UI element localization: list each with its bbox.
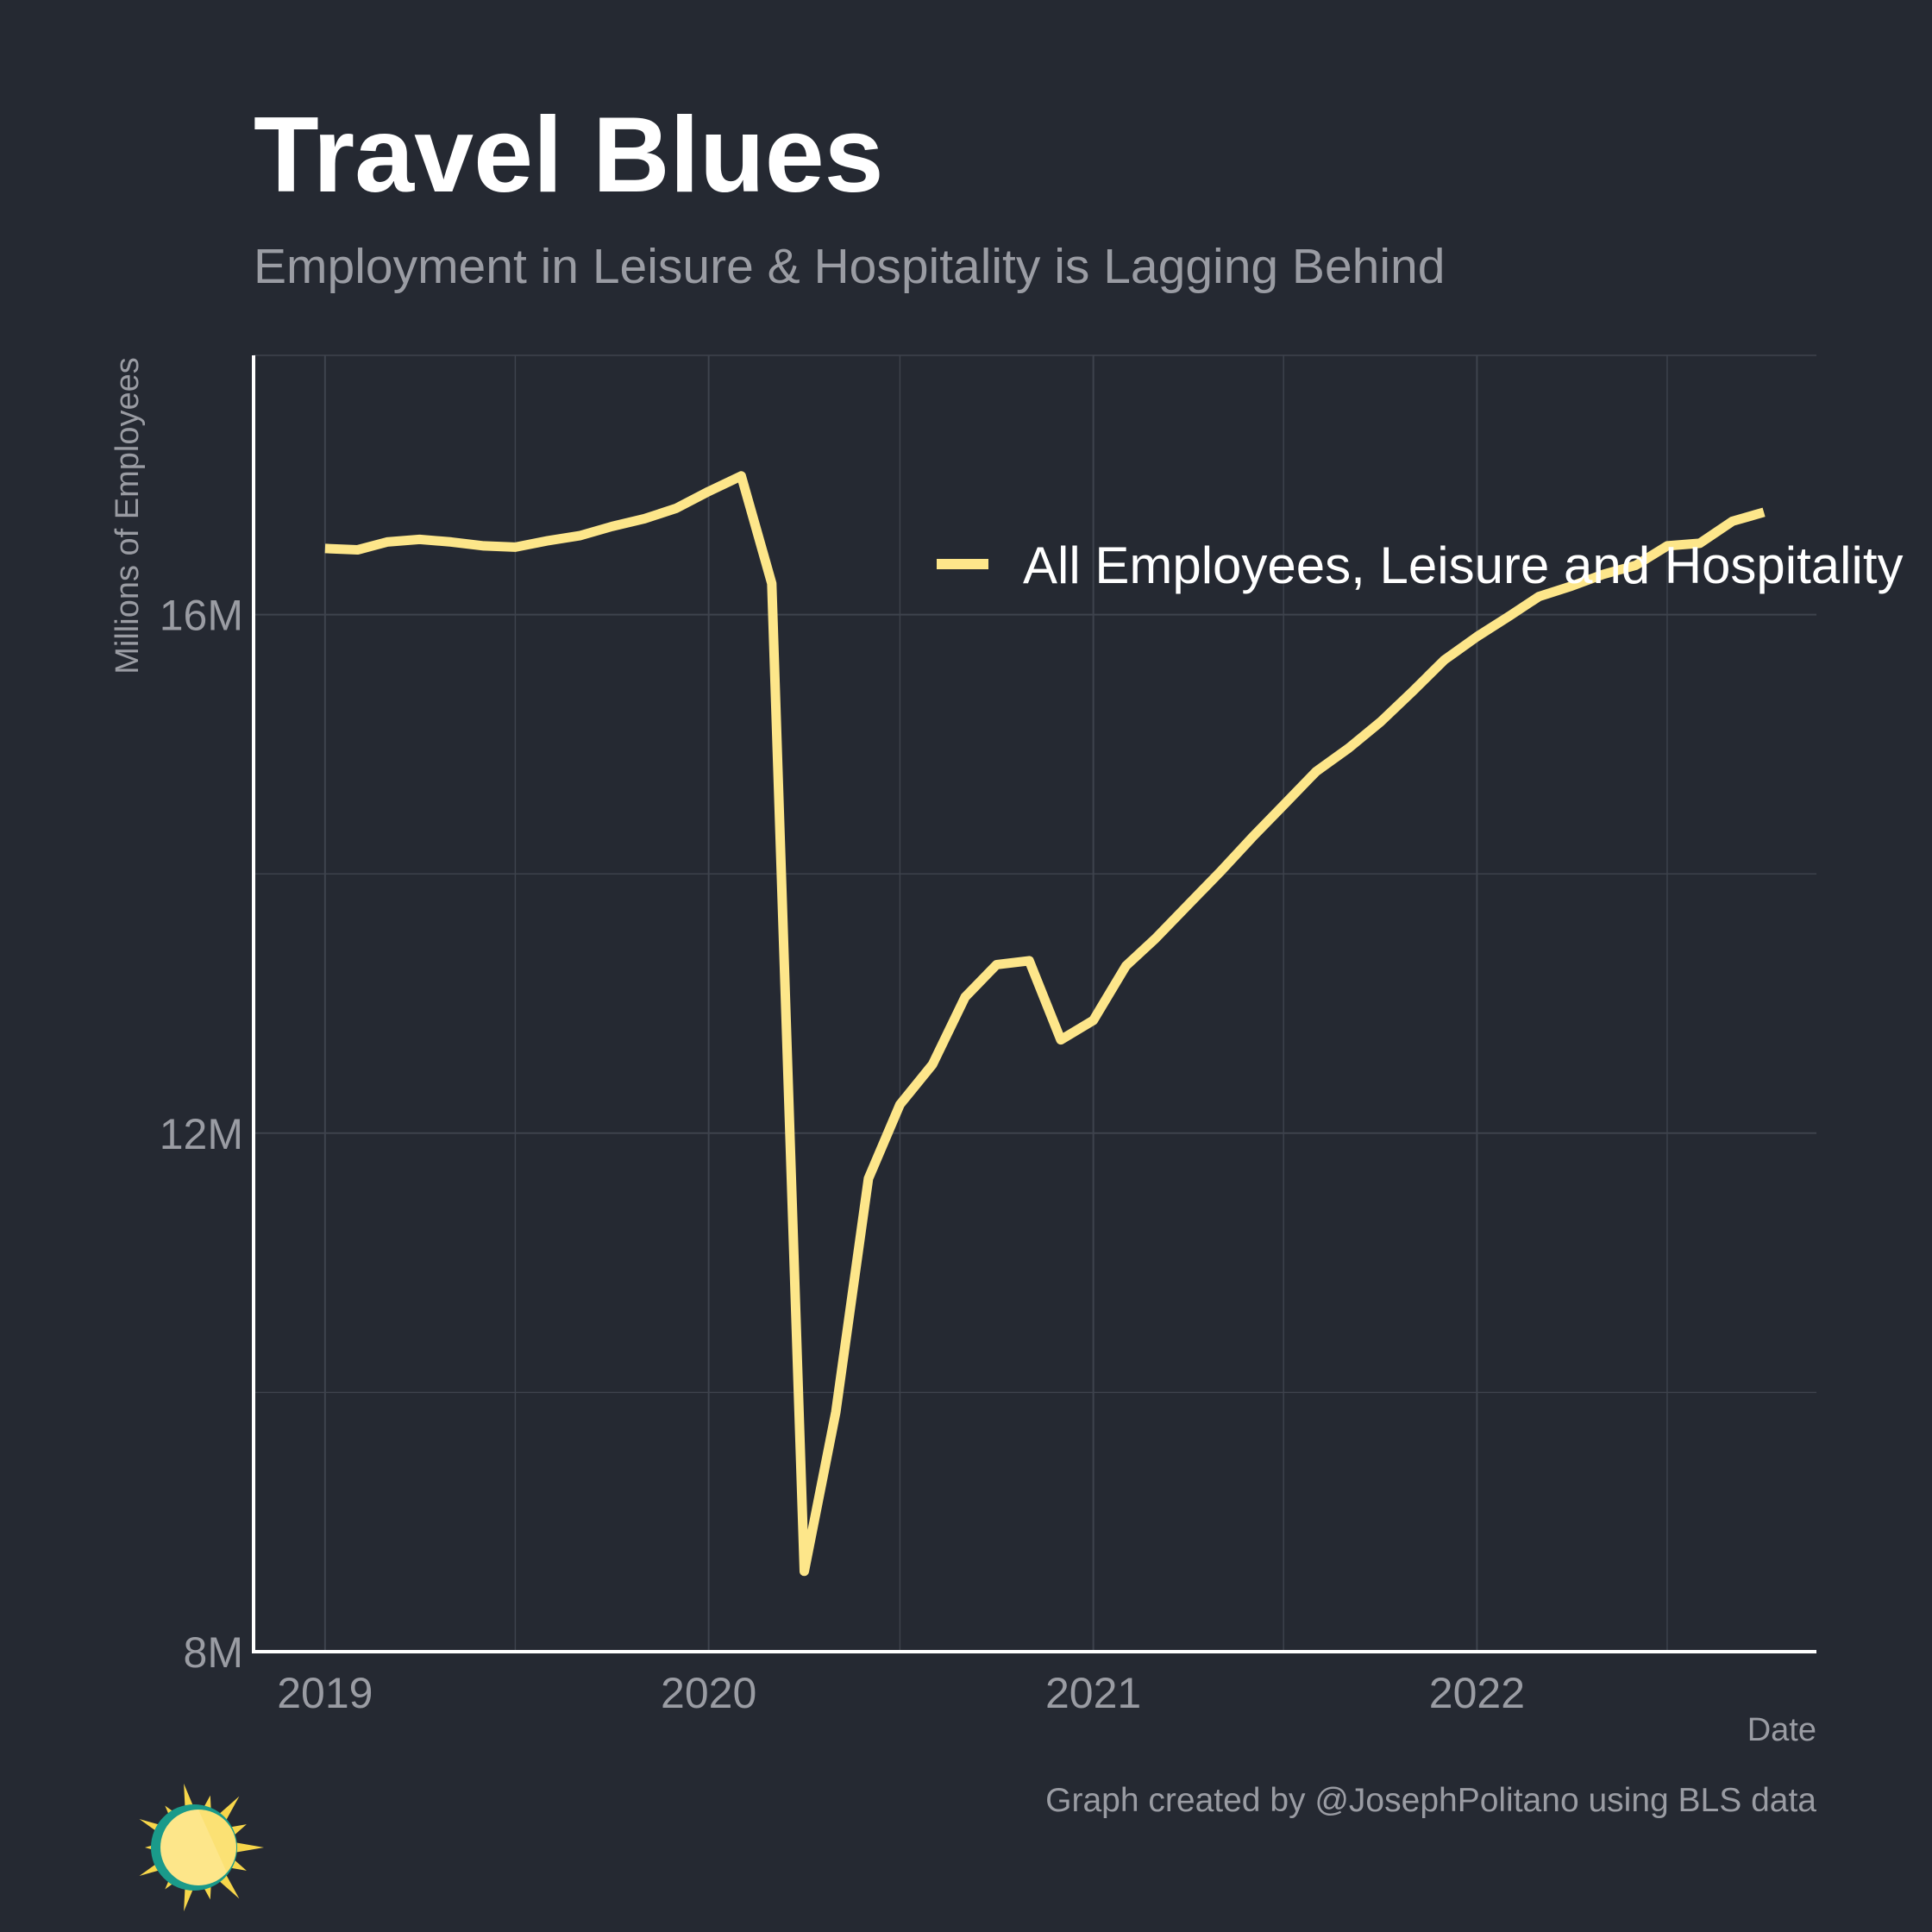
sun-logo-icon <box>139 1783 264 1912</box>
x-tick-label: 2021 <box>1045 1669 1141 1717</box>
legend-label: All Employees, Leisure and Hospitality <box>1023 536 1904 594</box>
x-tick-label: 2020 <box>661 1669 756 1717</box>
axes <box>252 355 1816 1653</box>
x-tick-label: 2019 <box>277 1669 373 1717</box>
chart-title: Travel Blues <box>254 96 884 215</box>
tick-labels: 8M 12M 16M 2019 2020 2021 2022 <box>160 592 1525 1717</box>
y-tick-label: 12M <box>160 1110 243 1158</box>
legend: All Employees, Leisure and Hospitality <box>937 536 1904 594</box>
sun-ray <box>232 1841 264 1854</box>
series-lines <box>324 471 1766 1577</box>
x-axis-title: Date <box>1747 1712 1816 1748</box>
y-axis-title: Millions of Employees <box>110 357 146 674</box>
sun-disc-icon <box>160 1810 236 1885</box>
sun-shade-icon <box>198 1810 236 1872</box>
y-tick-label: 8M <box>184 1628 243 1677</box>
grid-lines <box>254 354 1816 1653</box>
x-tick-label: 2022 <box>1429 1669 1525 1717</box>
y-tick-label: 16M <box>160 592 243 640</box>
chart-subtitle: Employment in Leisure & Hospitality is L… <box>254 239 1446 294</box>
source-caption: Graph created by @JosephPolitano using B… <box>1045 1782 1816 1819</box>
series-line <box>324 471 1766 1577</box>
